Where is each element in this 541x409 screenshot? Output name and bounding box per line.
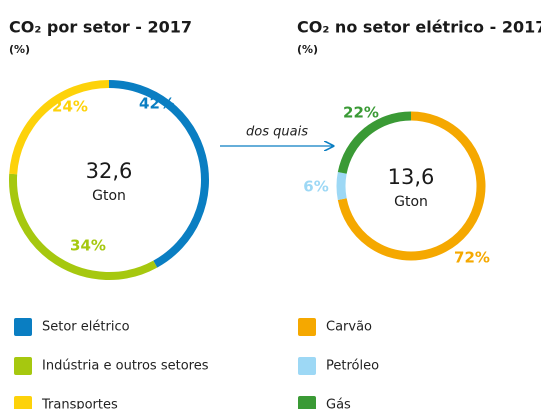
chart-title: CO₂ no setor elétrico - 2017 xyxy=(297,18,541,37)
legend-swatch xyxy=(298,357,316,375)
value-label: 72% xyxy=(454,249,490,267)
value-label: 34% xyxy=(70,237,106,255)
legend-label: Carvão xyxy=(326,320,372,335)
chart-subtitle: (%) xyxy=(297,43,318,56)
chart-title: CO₂ por setor - 2017 xyxy=(9,18,192,37)
center-value: 13,6 xyxy=(388,165,435,189)
legend-swatch xyxy=(298,396,316,409)
value-label: 42% xyxy=(139,95,175,113)
donut-segment xyxy=(337,111,412,174)
annotation: dos quais xyxy=(246,125,308,140)
legend-label: Indústria e outros setores xyxy=(42,359,209,374)
donut-segment xyxy=(9,80,110,175)
donut-segment xyxy=(336,172,347,200)
legend-swatch xyxy=(14,318,32,336)
center-value: 32,6 xyxy=(86,159,133,183)
legend-swatch xyxy=(14,357,32,375)
chart-subtitle: (%) xyxy=(9,43,30,56)
donut-segment xyxy=(337,111,486,261)
legend-label: Setor elétrico xyxy=(42,320,130,335)
value-label: 22% xyxy=(343,104,379,122)
legend-swatch xyxy=(298,318,316,336)
donut-segment xyxy=(108,80,209,268)
donut-segment xyxy=(9,173,158,280)
legend-label: Gás xyxy=(326,398,351,409)
center-unit: Gton xyxy=(92,188,126,204)
legend-label: Transportes xyxy=(41,398,118,409)
legend-swatch xyxy=(14,396,32,409)
value-label: 6% xyxy=(303,178,328,196)
value-label: 24% xyxy=(52,98,88,116)
center-unit: Gton xyxy=(394,194,428,210)
legend-label: Petróleo xyxy=(326,359,379,374)
